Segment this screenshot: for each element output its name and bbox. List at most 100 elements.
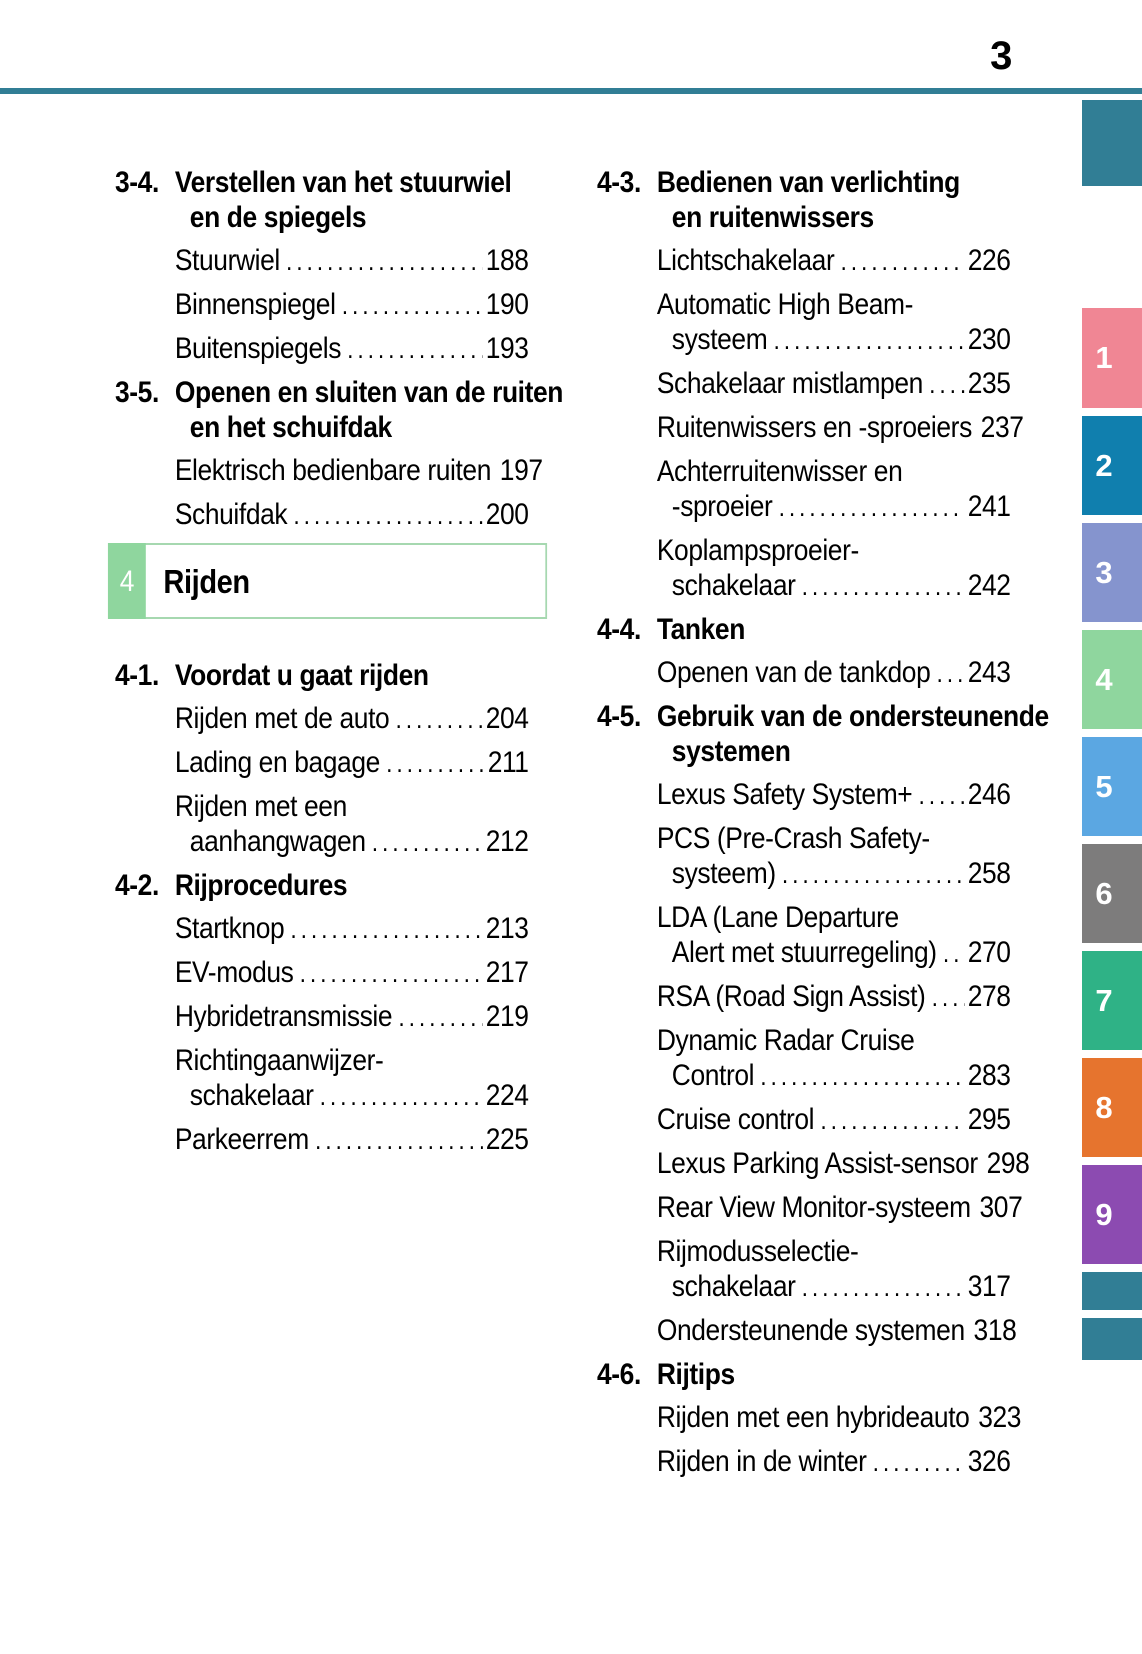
toc-section: 4-1. Voordat u gaat rijden <box>115 658 529 693</box>
section-title-line: 3-4. Verstellen van het stuurwiel <box>115 165 529 200</box>
entry-title-line: Schakelaar mistlampen 235 <box>657 366 1011 402</box>
toc-entry: Stuurwiel 188 <box>115 243 529 279</box>
entry-text: systeem <box>671 323 768 356</box>
section-text: Verstellen van het stuurwiel <box>174 166 512 199</box>
section-title-line: 3-5. Openen en sluiten van de ruiten <box>115 375 563 410</box>
dot-leader <box>315 1122 483 1158</box>
section-title-line: en het schuifdak <box>175 410 529 445</box>
section-number: 4-5. <box>597 700 641 733</box>
entry-page-number: 258 <box>967 857 1011 890</box>
toc-section: 3-4. Verstellen van het stuurwiel en de sp… <box>115 165 529 235</box>
dot-leader <box>286 243 483 279</box>
entry-text: Rijden in de winter <box>656 1445 867 1478</box>
section-title-line: en ruitenwissers <box>657 200 1011 235</box>
entry-page-number: 307 <box>979 1191 1023 1224</box>
entry-text: Ruitenwissers en -sproeiers <box>656 411 972 444</box>
toc-section: 4-6. Rijtips <box>597 1357 1011 1392</box>
entry-title-line: Cruise control 295 <box>657 1102 1011 1138</box>
toc-entry: Lichtschakelaar 226 <box>597 243 1011 279</box>
toc-entry: Rijmodusselectie-schakelaar 317 <box>597 1234 1011 1305</box>
entry-page-number: 200 <box>485 498 529 531</box>
chapter-tab-blank <box>1082 100 1142 186</box>
toc-entry: EV-modus 217 <box>115 955 529 991</box>
toc-section: 4-5. Gebruik van de ondersteunende systeme… <box>597 699 1049 769</box>
entry-title-line: LDA (Lane Departure <box>657 900 1011 935</box>
chapter-tab-4: 4 <box>1082 630 1142 729</box>
entry-text: Buitenspiegels <box>174 332 342 365</box>
entry-title-line: Parkeerrem 225 <box>175 1122 529 1158</box>
entry-text: systeem) <box>671 857 776 890</box>
entry-text: LDA (Lane Departure <box>656 901 899 934</box>
dot-leader <box>293 497 483 533</box>
entry-title-line: schakelaar 224 <box>175 1078 529 1114</box>
entry-title-line: Control 283 <box>657 1058 1011 1094</box>
entry-text: Rijden met een <box>174 790 347 823</box>
toc-column-left: 3-4. Verstellen van het stuurwiel en de sp… <box>107 165 563 1158</box>
section-text: Rijtips <box>656 1358 735 1391</box>
entry-text: Stuurwiel <box>174 244 280 277</box>
entry-text: schakelaar <box>671 1270 796 1303</box>
entry-page-number: 213 <box>485 912 529 945</box>
entry-title-line: Lexus Safety System+ 246 <box>657 777 1011 813</box>
toc-entry: Lexus Parking Assist-sensor 298 <box>597 1146 1030 1182</box>
entry-title-line: aanhangwagen 212 <box>175 824 529 860</box>
entry-title-line: schakelaar 242 <box>657 568 1011 604</box>
chapter-tab-6: 6 <box>1082 844 1142 943</box>
chapter-tab-label: 4 <box>1095 661 1113 697</box>
entry-title-line: Elektrisch bedienbare ruiten 197 <box>175 453 543 489</box>
section-text: en ruitenwissers <box>671 201 874 234</box>
entry-title-line: Schuifdak 200 <box>175 497 529 533</box>
dot-leader <box>802 568 965 604</box>
toc-entry: Automatic High Beam-systeem 230 <box>597 287 1011 358</box>
entry-page-number: 225 <box>485 1123 529 1156</box>
toc-entry: Rijden in de winter 326 <box>597 1444 1011 1480</box>
section-number: 4-6. <box>597 1358 641 1391</box>
dot-leader <box>932 979 965 1015</box>
toc-entry: Parkeerrem 225 <box>115 1122 529 1158</box>
entry-text: -sproeier <box>671 490 773 523</box>
entry-title-line: Binnenspiegel 190 <box>175 287 529 323</box>
toc-entry: Lexus Safety System+ 246 <box>597 777 1011 813</box>
entry-title-line: Hybridetransmissie 219 <box>175 999 529 1035</box>
entry-text: Lichtschakelaar <box>656 244 835 277</box>
section-title-line: 4-4. Tanken <box>597 612 1011 647</box>
toc-entry: Cruise control 295 <box>597 1102 1011 1138</box>
chapter-tab-8: 8 <box>1082 1058 1142 1157</box>
entry-text: Lexus Parking Assist-sensor <box>656 1147 978 1180</box>
entry-title-line: Alert met stuurregeling) 270 <box>657 935 1011 971</box>
section-title-line: en de spiegels <box>175 200 529 235</box>
entry-title-line: schakelaar 317 <box>657 1269 1011 1305</box>
dot-leader <box>782 856 965 892</box>
dot-leader <box>840 243 965 279</box>
page-number: 3 <box>990 34 1012 78</box>
entry-title-line: Stuurwiel 188 <box>175 243 529 279</box>
dot-leader <box>342 287 483 323</box>
entry-text: Lexus Safety System+ <box>656 778 913 811</box>
section-number: 3-5. <box>115 376 159 409</box>
entry-page-number: 212 <box>485 825 529 858</box>
entry-text: Schakelaar mistlampen <box>656 367 923 400</box>
entry-title-line: Ondersteunende systemen 318 <box>657 1313 1017 1349</box>
entry-text: EV-modus <box>174 956 294 989</box>
entry-text: Rijden met de auto <box>174 702 390 735</box>
entry-text: aanhangwagen <box>189 825 366 858</box>
toc-entry: PCS (Pre-Crash Safety-systeem) 258 <box>597 821 1011 892</box>
chapter-tab-2: 2 <box>1082 416 1142 515</box>
entry-text: Openen van de tankdop <box>656 656 931 689</box>
entry-page-number: 241 <box>967 490 1011 523</box>
section-number: 3-4. <box>115 166 159 199</box>
section-text: en het schuifdak <box>189 411 392 444</box>
toc-entry: Elektrisch bedienbare ruiten 197 <box>115 453 543 489</box>
chapter-tab-label: 1 <box>1095 340 1113 375</box>
entry-page-number: 317 <box>967 1270 1011 1303</box>
entry-page-number: 298 <box>986 1147 1030 1180</box>
dot-leader <box>918 777 965 813</box>
entry-title-line: systeem 230 <box>657 322 1011 358</box>
toc-entry: Openen van de tankdop 243 <box>597 655 1011 691</box>
dot-leader <box>290 911 483 947</box>
section-text: Rijprocedures <box>174 869 348 902</box>
toc-entry: Schuifdak 200 <box>115 497 529 533</box>
entry-text: Rear View Monitor-systeem <box>656 1191 971 1224</box>
section-title-line: 4-3. Bedienen van verlichting <box>597 165 1011 200</box>
